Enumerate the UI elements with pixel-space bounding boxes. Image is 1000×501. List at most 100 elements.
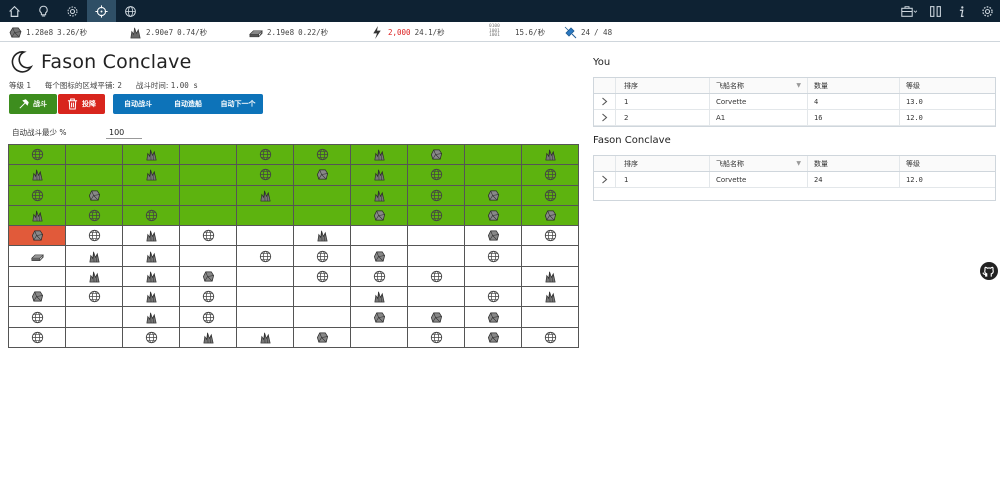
grid-cell[interactable] — [522, 205, 579, 227]
grid-cell[interactable] — [180, 246, 237, 267]
table-row[interactable]: 2 A1 16 12.0 — [594, 110, 995, 126]
auto-min-input[interactable] — [106, 126, 142, 139]
col-ship[interactable]: 飞船名称 ▼ — [710, 156, 808, 171]
grid-cell[interactable] — [123, 287, 180, 308]
grid-cell[interactable] — [237, 287, 294, 308]
grid-cell[interactable] — [9, 266, 66, 288]
grid-cell[interactable] — [294, 327, 351, 348]
grid-cell[interactable] — [408, 307, 465, 328]
grid-cell[interactable] — [408, 266, 465, 288]
grid-cell[interactable] — [465, 246, 522, 267]
auto-next-button[interactable]: 自动下一个 — [220, 100, 256, 108]
grid-cell[interactable] — [522, 165, 579, 186]
info-icon[interactable] — [948, 0, 974, 22]
grid-cell[interactable] — [294, 165, 351, 186]
grid-cell[interactable] — [9, 145, 66, 166]
grid-cell[interactable] — [408, 327, 465, 348]
grid-cell[interactable] — [522, 226, 579, 247]
grid-cell[interactable] — [522, 266, 579, 288]
filter-icon[interactable]: ▼ — [796, 160, 801, 167]
grid-cell[interactable] — [66, 185, 123, 206]
grid-cell[interactable] — [351, 307, 408, 328]
grid-cell[interactable] — [522, 246, 579, 267]
grid-cell[interactable] — [237, 145, 294, 166]
grid-cell[interactable] — [66, 165, 123, 186]
grid-cell[interactable] — [465, 145, 522, 166]
grid-cell[interactable] — [9, 185, 66, 206]
grid-cell[interactable] — [351, 226, 408, 247]
col-level[interactable]: 等级 — [906, 81, 920, 90]
grid-cell[interactable] — [465, 226, 522, 247]
grid-cell[interactable] — [351, 165, 408, 186]
expand-chevron-icon[interactable] — [594, 94, 616, 109]
grid-cell[interactable] — [465, 266, 522, 288]
grid-cell[interactable] — [522, 307, 579, 328]
grid-cell[interactable] — [180, 327, 237, 348]
grid-cell[interactable] — [9, 226, 66, 247]
grid-cell[interactable] — [123, 165, 180, 186]
grid-cell[interactable] — [123, 145, 180, 166]
grid-cell[interactable] — [66, 307, 123, 328]
grid-cell[interactable] — [351, 287, 408, 308]
grid-cell[interactable] — [123, 327, 180, 348]
grid-cell[interactable] — [294, 307, 351, 328]
grid-cell[interactable] — [351, 205, 408, 227]
grid-cell[interactable] — [408, 165, 465, 186]
grid-cell[interactable] — [408, 185, 465, 206]
grid-cell[interactable] — [180, 205, 237, 227]
grid-cell[interactable] — [351, 327, 408, 348]
grid-cell[interactable] — [465, 185, 522, 206]
grid-cell[interactable] — [123, 185, 180, 206]
github-icon[interactable] — [980, 262, 998, 280]
grid-cell[interactable] — [351, 185, 408, 206]
grid-cell[interactable] — [66, 226, 123, 247]
col-order[interactable]: 排序 — [616, 156, 710, 171]
grid-cell[interactable] — [237, 307, 294, 328]
grid-cell[interactable] — [9, 287, 66, 308]
grid-cell[interactable] — [237, 266, 294, 288]
auto-fight-button[interactable]: 自动战斗 — [124, 100, 152, 108]
col-order[interactable]: 排序 — [616, 78, 710, 93]
grid-cell[interactable] — [522, 145, 579, 166]
grid-cell[interactable] — [465, 205, 522, 227]
grid-cell[interactable] — [66, 266, 123, 288]
grid-cell[interactable] — [9, 307, 66, 328]
grid-cell[interactable] — [237, 205, 294, 227]
grid-cell[interactable] — [66, 145, 123, 166]
grid-cell[interactable] — [180, 307, 237, 328]
grid-cell[interactable] — [294, 246, 351, 267]
grid-cell[interactable] — [465, 307, 522, 328]
columns-icon[interactable] — [922, 0, 948, 22]
table-row[interactable]: 1 Corvette 4 13.0 — [594, 94, 995, 110]
grid-cell[interactable] — [123, 307, 180, 328]
grid-cell[interactable] — [408, 246, 465, 267]
grid-cell[interactable] — [351, 246, 408, 267]
grid-cell[interactable] — [237, 185, 294, 206]
grid-cell[interactable] — [180, 145, 237, 166]
grid-cell[interactable] — [465, 327, 522, 348]
grid-cell[interactable] — [408, 226, 465, 247]
globe-icon[interactable] — [116, 0, 145, 22]
grid-cell[interactable] — [237, 226, 294, 247]
grid-cell[interactable] — [66, 287, 123, 308]
grid-cell[interactable] — [294, 145, 351, 166]
grid-cell[interactable] — [9, 205, 66, 227]
grid-cell[interactable] — [294, 226, 351, 247]
grid-cell[interactable] — [180, 185, 237, 206]
grid-cell[interactable] — [294, 287, 351, 308]
grid-cell[interactable] — [522, 287, 579, 308]
filter-icon[interactable]: ▼ — [796, 82, 801, 89]
grid-cell[interactable] — [237, 246, 294, 267]
auto-build-button[interactable]: 自动造船 — [174, 100, 202, 108]
expand-chevron-icon[interactable] — [594, 172, 616, 187]
grid-cell[interactable] — [123, 226, 180, 247]
home-icon[interactable] — [0, 0, 29, 22]
expand-chevron-icon[interactable] — [594, 110, 616, 125]
grid-cell[interactable] — [294, 185, 351, 206]
grid-cell[interactable] — [9, 327, 66, 348]
grid-cell[interactable] — [180, 266, 237, 288]
lightbulb-icon[interactable] — [29, 0, 58, 22]
grid-cell[interactable] — [522, 185, 579, 206]
grid-cell[interactable] — [123, 246, 180, 267]
grid-cell[interactable] — [465, 165, 522, 186]
